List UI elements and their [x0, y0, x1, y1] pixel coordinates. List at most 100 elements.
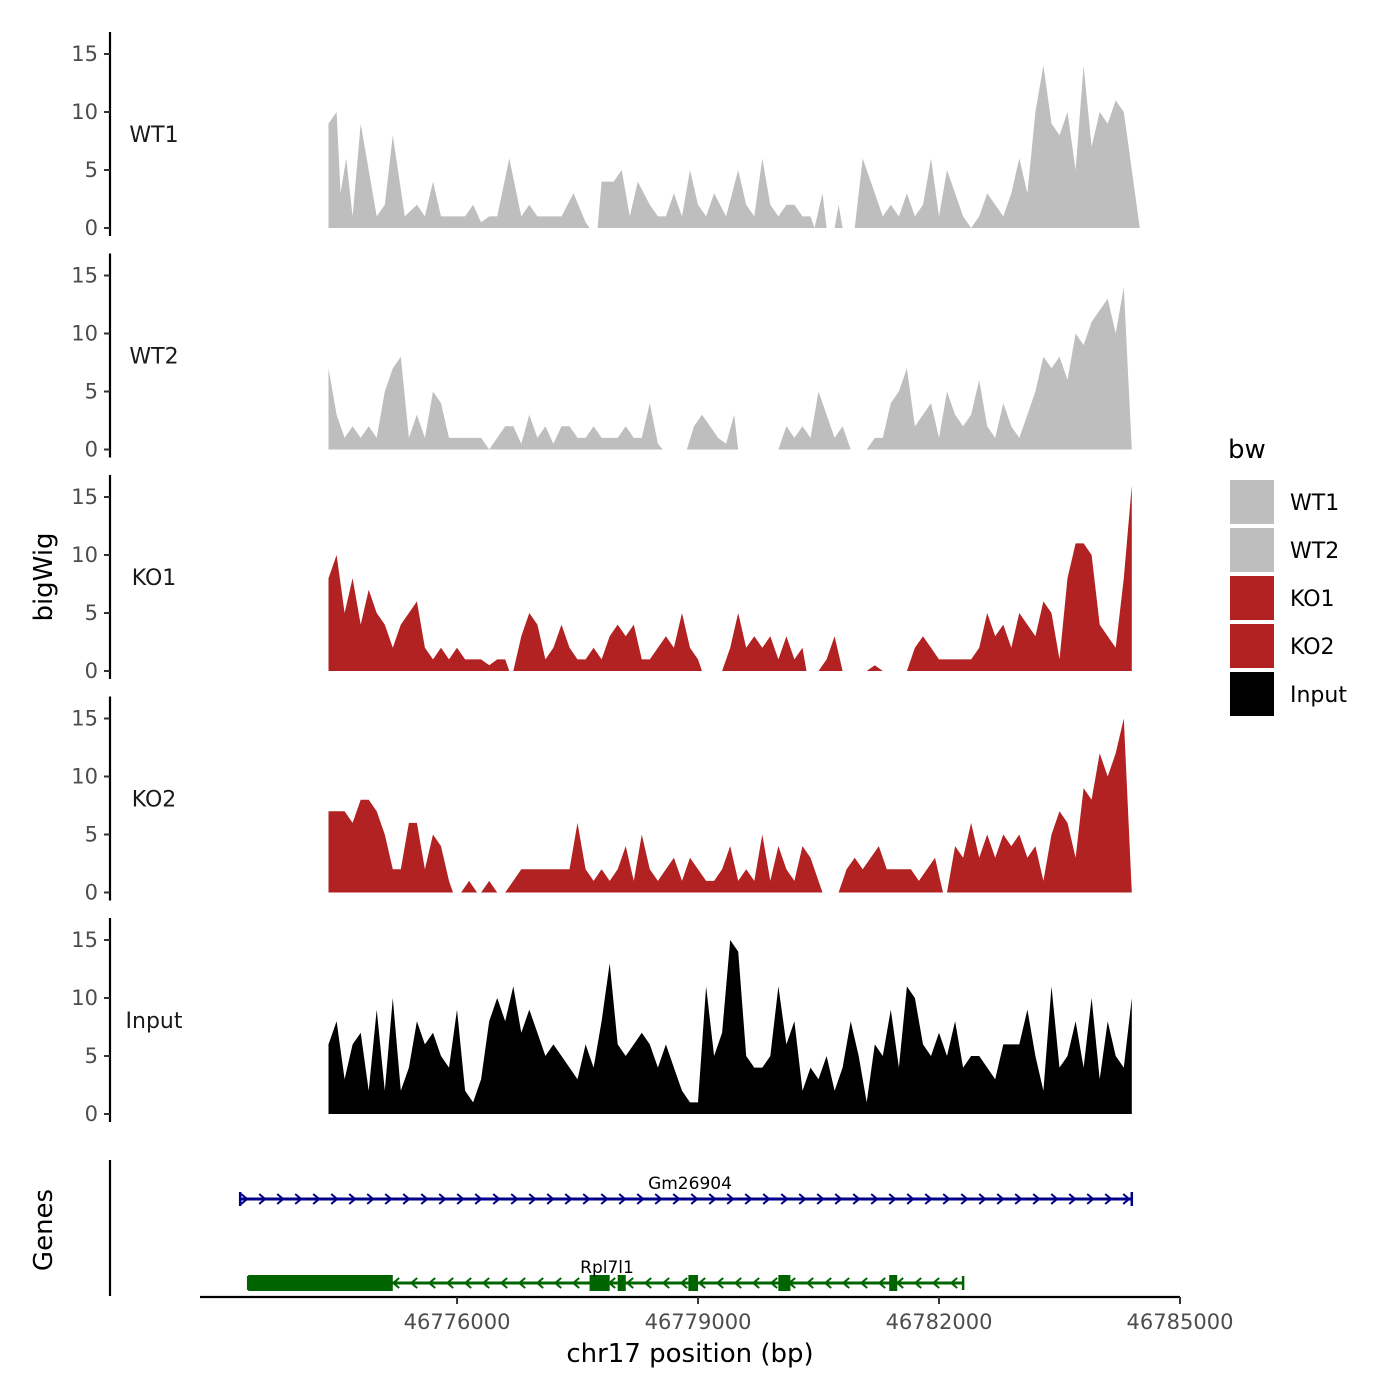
strand-arrow [762, 1193, 771, 1205]
strand-arrow [780, 1193, 789, 1205]
strand-arrow [672, 1193, 681, 1205]
coverage-area-ko1 [866, 665, 883, 671]
strand-arrow [690, 1193, 699, 1205]
exon-block [688, 1275, 699, 1291]
legend-label-ko2: KO2 [1290, 635, 1335, 660]
coverage-area-wt1 [854, 65, 1140, 228]
strand-arrow [913, 1277, 922, 1289]
y-tick-label: 10 [71, 765, 98, 789]
strand-arrow [330, 1193, 339, 1205]
gene-rpl7l1: Rpl7l1 [246, 1258, 965, 1291]
y-tick-label: 0 [85, 659, 98, 683]
y-tick-label: 0 [85, 1102, 98, 1126]
strand-arrow [312, 1193, 321, 1205]
exon-block [778, 1275, 791, 1291]
strand-arrow [697, 1277, 706, 1289]
track-label: WT2 [129, 345, 178, 370]
strand-arrow [1050, 1193, 1059, 1205]
strand-arrow [1122, 1193, 1131, 1205]
exon-block [617, 1275, 626, 1291]
strand-arrow [582, 1193, 591, 1205]
legend-swatch-ko2 [1230, 624, 1274, 668]
y-tick-label: 15 [71, 707, 98, 731]
coverage-area-ko2 [505, 822, 823, 893]
strand-arrow [841, 1277, 850, 1289]
coverage-area-wt1 [597, 158, 815, 228]
strand-arrow [996, 1193, 1005, 1205]
y-axis-title: bigWig [29, 532, 59, 621]
strand-arrow [456, 1193, 465, 1205]
strand-arrow [924, 1193, 933, 1205]
strand-arrow [805, 1277, 814, 1289]
strand-arrow [978, 1193, 987, 1205]
strand-arrow [546, 1193, 555, 1205]
y-tick-label: 15 [71, 42, 98, 66]
strand-arrow [715, 1277, 724, 1289]
strand-arrow [852, 1193, 861, 1205]
strand-arrow [769, 1277, 778, 1289]
strand-arrow [571, 1277, 580, 1289]
gene-track: Gm26904 Rpl7l1 [238, 1174, 1134, 1291]
strand-arrow [834, 1193, 843, 1205]
track-panel-ko1: 0 5 10 15 KO1 [71, 475, 1132, 683]
strand-arrow [600, 1193, 609, 1205]
strand-arrow [276, 1193, 285, 1205]
track-label: KO1 [132, 566, 177, 591]
exon-block [889, 1275, 898, 1291]
coverage-area-ko2 [328, 799, 453, 893]
strand-arrow [949, 1277, 958, 1289]
coverage-area-wt1 [814, 193, 827, 228]
strand-arrow [643, 1277, 652, 1289]
strand-arrow [553, 1277, 562, 1289]
strand-arrow [1014, 1193, 1023, 1205]
strand-arrow [859, 1277, 868, 1289]
strand-arrow [391, 1277, 400, 1289]
x-tick-label: 46776000 [404, 1310, 511, 1334]
strand-arrow [931, 1277, 940, 1289]
y-tick-label: 0 [85, 438, 98, 462]
strand-arrow [517, 1277, 526, 1289]
strand-arrow [618, 1193, 627, 1205]
strand-arrow [528, 1193, 537, 1205]
strand-arrow [384, 1193, 393, 1205]
legend-label-wt1: WT1 [1290, 491, 1339, 516]
coverage-area-wt2 [778, 391, 851, 450]
y-tick-label: 5 [85, 823, 98, 847]
gene-gm26904: Gm26904 [238, 1174, 1134, 1206]
strand-arrow [463, 1277, 472, 1289]
strand-arrow [625, 1277, 634, 1289]
strand-arrow [744, 1193, 753, 1205]
exon-block [248, 1275, 393, 1291]
strand-arrow [427, 1277, 436, 1289]
strand-arrow [409, 1277, 418, 1289]
y-tick-label: 10 [71, 543, 98, 567]
strand-arrow [240, 1193, 249, 1205]
strand-arrow [733, 1277, 742, 1289]
coverage-area-input [328, 940, 1132, 1114]
legend-label-input: Input [1290, 683, 1347, 708]
x-tick-label: 46782000 [886, 1310, 993, 1334]
gene-label: Rpl7l1 [580, 1258, 634, 1278]
y-tick-label: 5 [85, 158, 98, 182]
track-panel-input: 0 5 10 15 Input [71, 918, 1132, 1126]
strand-arrow [661, 1277, 670, 1289]
strand-arrow [438, 1193, 447, 1205]
genes-axis-title: Genes [29, 1189, 59, 1271]
strand-arrow [823, 1277, 832, 1289]
x-axis-ticks: 46776000 46779000 46782000 46785000 [404, 1297, 1233, 1334]
y-tick-label: 15 [71, 928, 98, 952]
coverage-area-wt2 [866, 287, 1132, 450]
coverage-area-ko1 [906, 485, 1132, 671]
strand-arrow [474, 1193, 483, 1205]
gene-label: Gm26904 [648, 1174, 732, 1194]
coverage-area-ko2 [947, 718, 1132, 893]
strand-arrow [1104, 1193, 1113, 1205]
coverage-area-wt1 [328, 112, 590, 228]
coverage-area-ko2 [838, 846, 943, 893]
coverage-area-wt2 [328, 356, 663, 450]
strand-arrow [492, 1193, 501, 1205]
track-panel-wt1: 0 5 10 15 WT1 [71, 32, 1140, 240]
strand-arrow [870, 1193, 879, 1205]
track-label: KO2 [132, 788, 177, 813]
